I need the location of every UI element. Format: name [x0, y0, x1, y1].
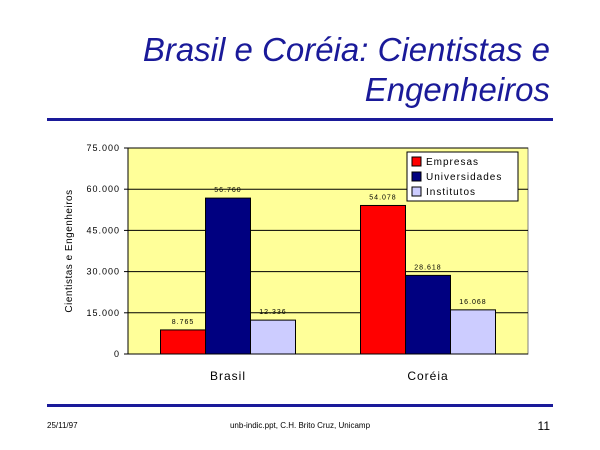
data-label: 28.618: [414, 264, 441, 271]
legend-label: Universidades: [426, 172, 502, 183]
legend-swatch: [411, 156, 422, 167]
gridlines: [128, 147, 528, 314]
x-tick-label: Brasil: [210, 369, 246, 383]
y-tick-label: 75.000: [86, 143, 120, 153]
bar-institutos-1: [450, 309, 496, 355]
title-line-1: Brasil e Coréia: Cientistas e: [142, 31, 550, 68]
bar-empresas-1: [360, 204, 406, 355]
title-line-2: Engenheiros: [364, 71, 550, 108]
data-label: 12.336: [259, 309, 286, 316]
bars: 8.765 56.760 12.336 54.078 28.618 16.068: [160, 187, 496, 355]
data-label: 54.078: [369, 194, 396, 201]
footer-source: unb-indic.ppt, C.H. Brito Cruz, Unicamp: [229, 421, 371, 430]
legend: Empresas Universidades Institutos: [406, 151, 519, 202]
page-number: 11: [537, 419, 550, 433]
legend-swatch: [411, 171, 422, 182]
bar-institutos-0: [250, 319, 296, 355]
data-label: 16.068: [459, 299, 486, 306]
legend-label: Institutos: [426, 187, 476, 198]
x-tick-label: Coréia: [407, 369, 448, 383]
legend-swatch: [411, 186, 422, 197]
bar-empresas-0: [160, 329, 206, 355]
x-axis-labels: Brasil Coréia: [210, 369, 448, 383]
y-tick-label: 15.000: [86, 308, 120, 318]
title-divider: [47, 118, 553, 121]
data-label: 56.760: [214, 187, 241, 194]
bar-universidades-0: [205, 197, 251, 355]
footer-divider: [47, 404, 553, 407]
y-tick-label: 30.000: [86, 267, 120, 277]
bar-universidades-1: [405, 274, 451, 355]
y-tick-label: 45.000: [86, 225, 120, 235]
y-axis-label: Cientistas e Engenheiros: [64, 189, 75, 312]
footer-date: 25/11/97: [47, 421, 78, 430]
y-tick-label: 60.000: [86, 184, 120, 194]
y-tick-label: 0: [114, 349, 120, 359]
legend-label: Empresas: [426, 157, 479, 168]
slide-title: Brasil e Coréia: Cientistas e Engenheiro…: [30, 30, 550, 110]
data-label: 8.765: [172, 319, 195, 326]
legend-box: [406, 151, 519, 202]
